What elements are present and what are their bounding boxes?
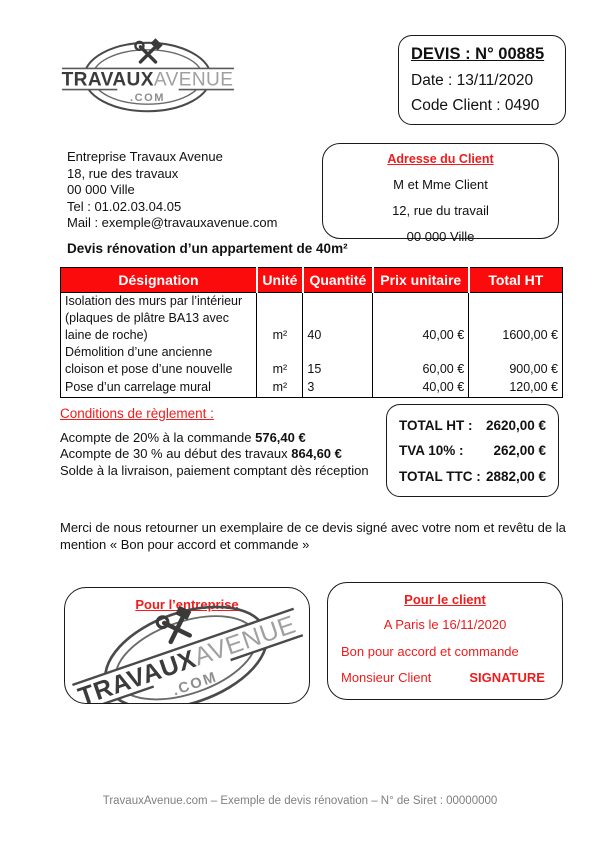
travaux-avenue-stamp-icon: TRAVAUXAVENUE .COM — [65, 601, 309, 703]
payment-line-amount: 576,40 € — [255, 430, 306, 445]
travaux-avenue-logo-icon: TRAVAUXAVENUE .COM — [62, 38, 234, 113]
approval-mention: Bon pour accord et commande — [341, 644, 519, 659]
item-designation: Pose d’un carrelage mural — [65, 379, 211, 394]
payment-conditions: Acompte de 20% à la commande 576,40 € Ac… — [60, 430, 369, 479]
header-unit: Unité — [255, 267, 303, 293]
header-total-ht: Total HT — [467, 267, 563, 293]
tva-label: TVA 10% : — [399, 443, 464, 458]
table-row: Pose d’un carrelage mural m² 3 40,00 € 1… — [61, 378, 563, 398]
header-quantity: Quantité — [301, 267, 373, 293]
table-row: Isolation des murs par l’intérieur (plaq… — [61, 292, 563, 345]
document-title: Devis rénovation d’un appartement de 40m… — [67, 241, 348, 256]
client-city: 00 000 Ville — [406, 229, 475, 244]
header-designation: Désignation — [60, 267, 257, 293]
item-quantity: 15 — [302, 344, 373, 379]
header-unit-price: Prix unitaire — [371, 267, 469, 293]
client-signature-box: Pour le client A Paris le 16/11/2020 Bon… — [327, 582, 563, 700]
payment-line-text: Acompte de 20% à la commande — [60, 430, 256, 445]
payment-line-text: Acompte de 30 % au début des travaux — [60, 446, 292, 462]
total-ht-row: TOTAL HT : 2620,00 € — [399, 418, 546, 433]
total-ttc-row: TOTAL TTC : 2882,00 € — [399, 469, 546, 484]
item-designation: Isolation des murs par l’intérieur (plaq… — [65, 294, 243, 342]
items-table-header-row: Désignation Unité Quantité Prix unitaire… — [60, 267, 563, 293]
signature-label: SIGNATURE — [469, 670, 545, 685]
item-total: 120,00 € — [468, 378, 563, 398]
client-signer-name: Monsieur Client — [341, 670, 432, 685]
item-designation: Démolition d’une ancienne cloison et pos… — [65, 345, 233, 377]
item-total: 900,00 € — [468, 344, 563, 379]
quote-number: DEVIS : N° 00885 — [411, 45, 545, 63]
page-footer: TravauxAvenue.com – Exemple de devis rén… — [102, 795, 498, 807]
company-stamp: TRAVAUXAVENUE .COM — [65, 588, 309, 703]
client-name: M et Mme Client — [393, 177, 488, 192]
items-table: Désignation Unité Quantité Prix unitaire… — [60, 267, 563, 398]
item-unit: m² — [256, 378, 303, 398]
total-ht-value: 2620,00 € — [485, 417, 546, 433]
item-unit-price: 60,00 € — [372, 344, 469, 379]
client-address-heading: Adresse du Client — [387, 152, 494, 166]
client-signature-row: Monsieur Client SIGNATURE — [341, 670, 562, 685]
company-street: 18, rue des travaux — [67, 165, 179, 181]
client-address-box: Adresse du Client M et Mme Client 12, ru… — [322, 143, 559, 244]
return-instructions: Merci de nous retourner un exemplaire de… — [60, 520, 566, 552]
totals-box: TOTAL HT : 2620,00 € TVA 10% : 262,00 € … — [386, 404, 559, 497]
item-quantity: 40 — [302, 292, 373, 345]
tva-row: TVA 10% : 262,00 € — [399, 443, 546, 458]
total-ttc-label: TOTAL TTC : — [399, 468, 481, 484]
payment-line-amount: 864,60 € — [291, 446, 342, 462]
company-logo: TRAVAUXAVENUE .COM — [60, 36, 236, 116]
company-signature-heading: Pour l’entreprise — [135, 597, 239, 612]
logo-wordmark: TRAVAUXAVENUE — [62, 70, 234, 91]
payment-line-balance: Solde à la livraison, paiement comptant … — [60, 462, 369, 478]
quote-date: Date : 13/11/2020 — [411, 71, 534, 89]
total-ttc-value: 2882,00 € — [485, 468, 546, 484]
client-signature-heading: Pour le client — [404, 592, 486, 607]
company-phone: Tel : 01.02.03.04.05 — [67, 198, 182, 214]
item-unit-price: 40,00 € — [372, 378, 469, 398]
item-quantity: 3 — [302, 378, 373, 398]
item-unit: m² — [256, 344, 303, 379]
company-city: 00 000 Ville — [67, 182, 135, 198]
company-signature-box: Pour l’entreprise TRAVAUXAVENUE .COM — [64, 587, 310, 704]
table-row: Démolition d’une ancienne cloison et pos… — [61, 344, 563, 379]
payment-line-deposit2: Acompte de 30 % au début des travaux 864… — [60, 446, 369, 462]
client-street: 12, rue du travail — [392, 203, 489, 218]
logo-com-label: .COM — [130, 92, 165, 104]
company-email: Mail : exemple@travauxavenue.com — [67, 215, 278, 231]
item-unit-price: 40,00 € — [372, 292, 469, 345]
tva-value: 262,00 € — [493, 443, 546, 458]
item-total: 1600,00 € — [468, 292, 563, 345]
signature-place-date: A Paris le 16/11/2020 — [383, 617, 507, 632]
item-unit: m² — [256, 292, 303, 345]
quote-info-box: DEVIS : N° 00885 Date : 13/11/2020 Code … — [398, 35, 566, 125]
company-name: Entreprise Travaux Avenue — [67, 149, 223, 164]
payment-conditions-heading: Conditions de règlement : — [60, 406, 214, 421]
quote-client-code: Code Client : 0490 — [411, 97, 540, 114]
total-ht-label: TOTAL HT : — [399, 417, 473, 433]
company-address-block: Entreprise Travaux Avenue 18, rue des tr… — [67, 149, 277, 232]
payment-line-deposit1: Acompte de 20% à la commande 576,40 € — [60, 430, 369, 446]
